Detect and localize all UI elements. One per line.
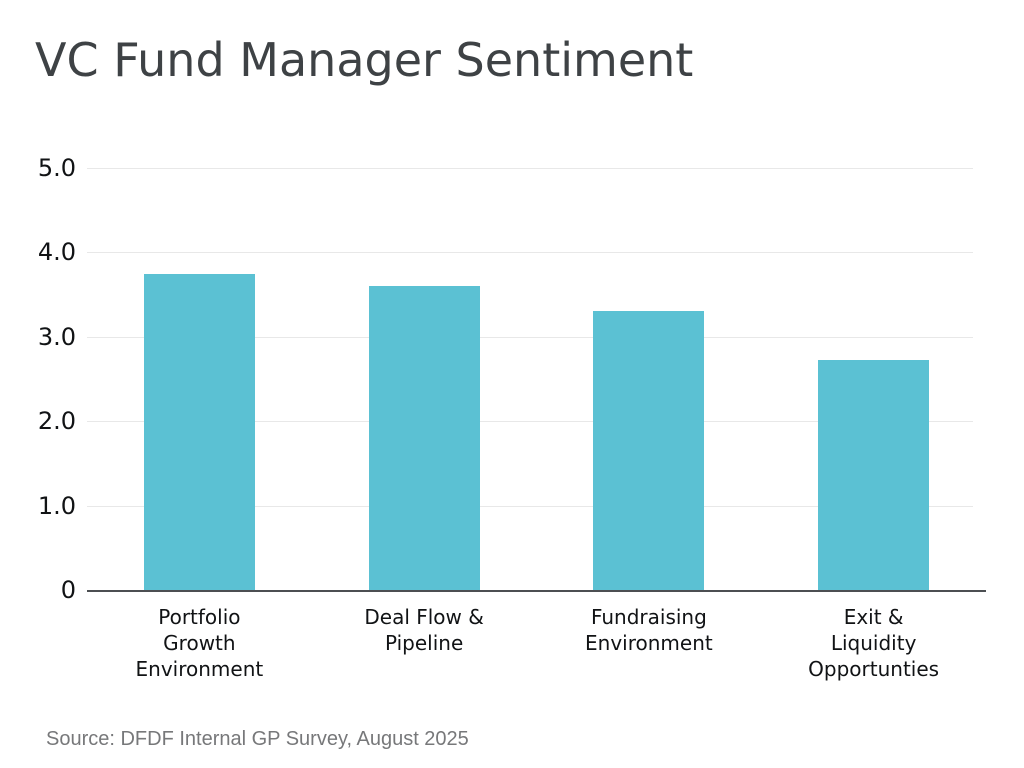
y-tick-label: 5.0 [37,154,76,182]
x-category-label: Exit & Liquidity Opportunties [808,605,940,681]
gridline [87,421,973,423]
gridline [87,168,973,169]
bar-slot [537,168,762,590]
y-tick-label: 0 [60,576,76,604]
x-axis-line [87,590,986,592]
y-tick-label: 2.0 [37,407,76,436]
x-category-label: Portfolio Growth Environment [135,605,264,681]
x-axis-labels: Portfolio Growth Environment Deal Flow & … [87,604,986,682]
gridline [87,336,973,338]
bar [368,286,480,590]
bar-slot [312,168,537,590]
bar-slot [761,168,986,590]
chart-title: VC Fund Manager Sentiment [35,33,694,87]
gridline [87,505,973,507]
y-axis: 5.0 4.0 3.0 2.0 1.0 0 [0,156,76,602]
plot-area [87,168,986,592]
bar [593,311,705,590]
bar-slot [87,168,312,590]
y-tick-label: 1.0 [37,491,76,520]
y-tick-label: 3.0 [37,322,76,351]
x-category-label: Fundraising Environment [585,605,713,655]
x-category-label: Deal Flow & Pipeline [364,605,484,655]
gridline [87,252,973,254]
bar [818,359,930,590]
y-tick-label: 4.0 [37,238,76,267]
bar [143,273,255,590]
source-note: Source: DFDF Internal GP Survey, August … [46,728,469,750]
bar-series [87,168,986,590]
